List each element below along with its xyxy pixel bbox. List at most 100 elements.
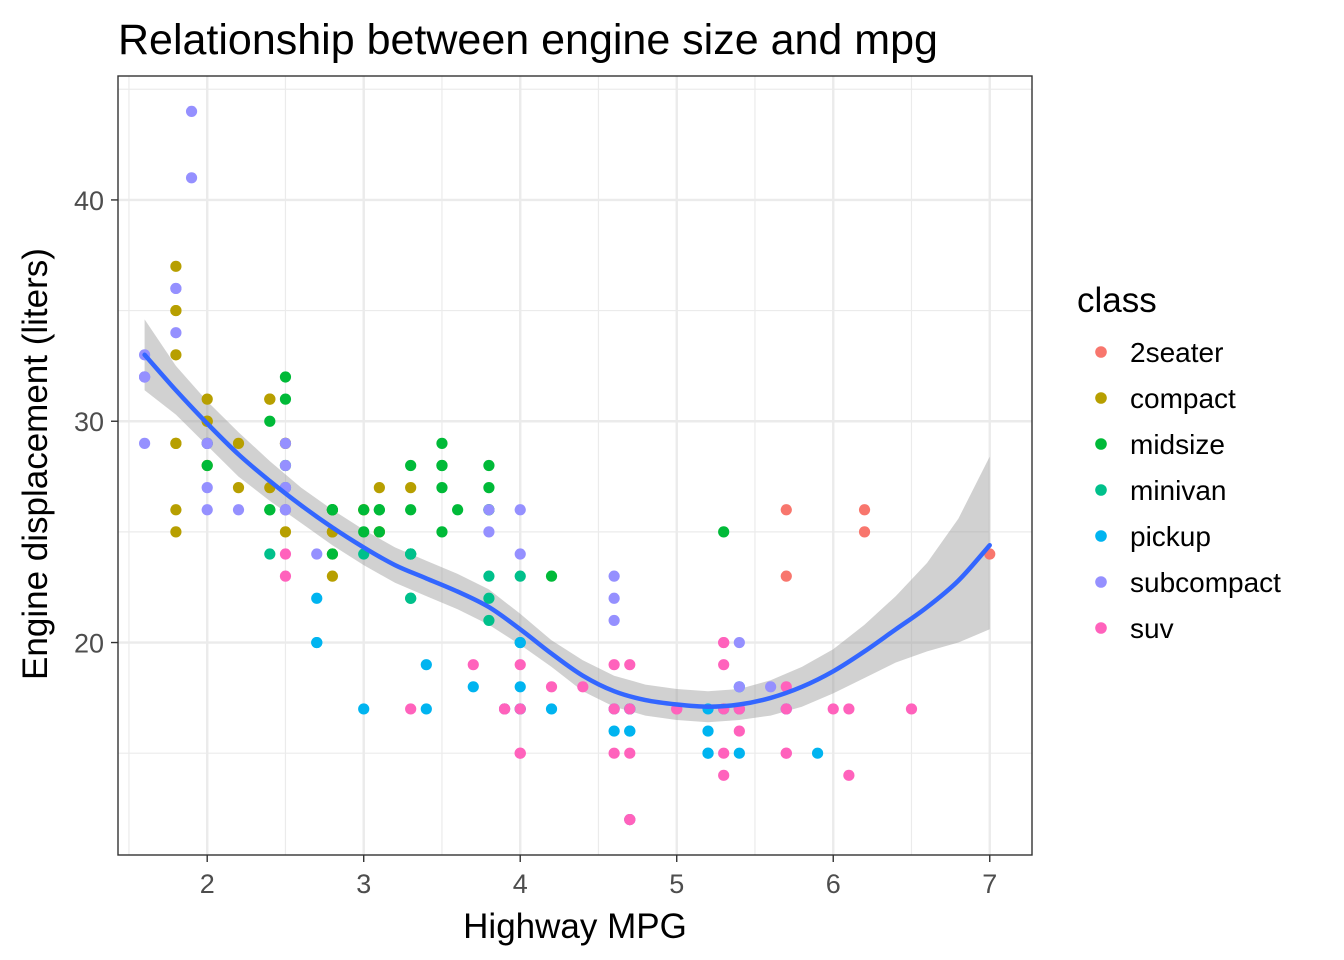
data-point-midsize xyxy=(201,459,213,472)
data-points xyxy=(139,105,996,826)
legend-title: class xyxy=(1077,281,1157,320)
data-point-pickup xyxy=(514,636,526,649)
chart-title: Relationship between engine size and mpg xyxy=(118,16,938,64)
data-point-subcompact xyxy=(608,614,620,627)
confidence-band xyxy=(144,319,990,723)
x-axis-title: Highway MPG xyxy=(463,907,687,946)
data-point-subcompact xyxy=(514,548,526,560)
data-point-suv xyxy=(467,659,479,671)
data-point-2seater xyxy=(780,570,792,582)
data-point-compact xyxy=(170,260,182,272)
data-point-subcompact xyxy=(483,526,495,538)
data-point-minivan xyxy=(405,592,417,604)
data-point-suv xyxy=(624,703,636,715)
data-point-subcompact xyxy=(608,592,620,604)
data-point-subcompact xyxy=(765,681,777,693)
y-axis: 20 30 40 xyxy=(74,186,118,659)
data-point-midsize xyxy=(436,482,448,494)
data-point-suv xyxy=(780,747,792,759)
legend-key-minivan xyxy=(1095,484,1107,496)
data-point-midsize xyxy=(545,570,558,582)
data-point-pickup xyxy=(358,703,370,715)
data-point-2seater xyxy=(780,504,792,516)
data-point-suv xyxy=(718,659,730,671)
panel-background xyxy=(118,76,1032,855)
data-point-midsize xyxy=(718,526,730,538)
data-point-suv xyxy=(624,659,636,671)
data-point-midsize xyxy=(264,504,276,516)
data-point-suv xyxy=(514,747,526,759)
data-point-midsize xyxy=(405,459,417,472)
x-tick-label: 3 xyxy=(356,869,371,899)
legend: class 2seater compact midsize minivan pickup… xyxy=(1077,281,1281,644)
legend-key-compact xyxy=(1095,392,1107,404)
data-point-suv xyxy=(624,747,636,759)
data-point-compact xyxy=(279,526,292,538)
data-point-suv xyxy=(279,570,292,582)
data-point-pickup xyxy=(702,725,714,737)
data-point-subcompact xyxy=(483,504,495,516)
legend-key-2seater xyxy=(1095,346,1107,358)
data-point-suv xyxy=(905,703,918,715)
data-point-suv xyxy=(624,813,636,826)
data-point-2seater xyxy=(858,504,871,516)
data-point-compact xyxy=(232,482,245,494)
legend-label-2seater: 2seater xyxy=(1130,337,1223,368)
legend-label-minivan: minivan xyxy=(1130,475,1226,506)
data-point-suv xyxy=(827,703,839,715)
legend-label-suv: suv xyxy=(1130,613,1174,644)
data-point-midsize xyxy=(373,526,385,538)
data-point-suv xyxy=(843,769,855,781)
data-point-2seater xyxy=(858,526,871,538)
data-point-midsize xyxy=(279,371,292,383)
data-point-compact xyxy=(232,437,245,449)
data-point-suv xyxy=(718,769,730,781)
legend-key-subcompact xyxy=(1095,576,1107,588)
data-point-subcompact xyxy=(170,327,182,339)
data-point-pickup xyxy=(702,747,714,759)
data-point-pickup xyxy=(733,747,745,759)
data-point-suv xyxy=(608,747,620,759)
y-axis-title: Engine displacement (liters) xyxy=(16,248,55,680)
data-point-midsize xyxy=(264,415,276,427)
data-point-midsize xyxy=(279,393,292,405)
data-point-subcompact xyxy=(185,105,198,118)
data-point-subcompact xyxy=(279,459,292,472)
data-point-subcompact xyxy=(311,548,323,560)
data-point-subcompact xyxy=(185,172,198,184)
data-point-subcompact xyxy=(733,636,745,649)
panel-border xyxy=(117,75,1033,856)
data-point-minivan xyxy=(264,548,276,560)
legend-key-suv xyxy=(1095,622,1107,634)
data-point-suv xyxy=(405,703,417,715)
data-point-suv xyxy=(514,703,526,715)
data-point-suv xyxy=(780,703,792,715)
data-point-midsize xyxy=(436,459,448,472)
data-point-pickup xyxy=(467,681,479,693)
y-tick-label: 40 xyxy=(74,186,104,216)
plot-panel xyxy=(117,75,1033,856)
legend-label-pickup: pickup xyxy=(1130,521,1211,552)
data-point-midsize xyxy=(358,526,370,538)
data-point-suv xyxy=(608,659,620,671)
data-point-midsize xyxy=(436,437,448,449)
data-point-suv xyxy=(498,703,511,715)
data-point-suv xyxy=(718,747,730,759)
data-point-suv xyxy=(608,703,620,715)
data-point-subcompact xyxy=(139,437,151,449)
x-tick-label: 7 xyxy=(982,869,997,899)
data-point-subcompact xyxy=(170,282,182,295)
legend-key-midsize xyxy=(1095,438,1107,450)
data-point-suv xyxy=(514,659,526,671)
data-point-subcompact xyxy=(232,504,245,516)
data-point-minivan xyxy=(483,592,495,604)
data-point-suv xyxy=(279,548,292,560)
x-tick-label: 4 xyxy=(513,869,528,899)
data-point-midsize xyxy=(483,482,495,494)
data-point-midsize xyxy=(326,504,339,516)
data-point-minivan xyxy=(405,548,417,560)
data-point-compact xyxy=(170,349,182,361)
data-point-midsize xyxy=(326,548,339,560)
x-tick-label: 6 xyxy=(826,869,841,899)
data-point-pickup xyxy=(545,703,558,715)
